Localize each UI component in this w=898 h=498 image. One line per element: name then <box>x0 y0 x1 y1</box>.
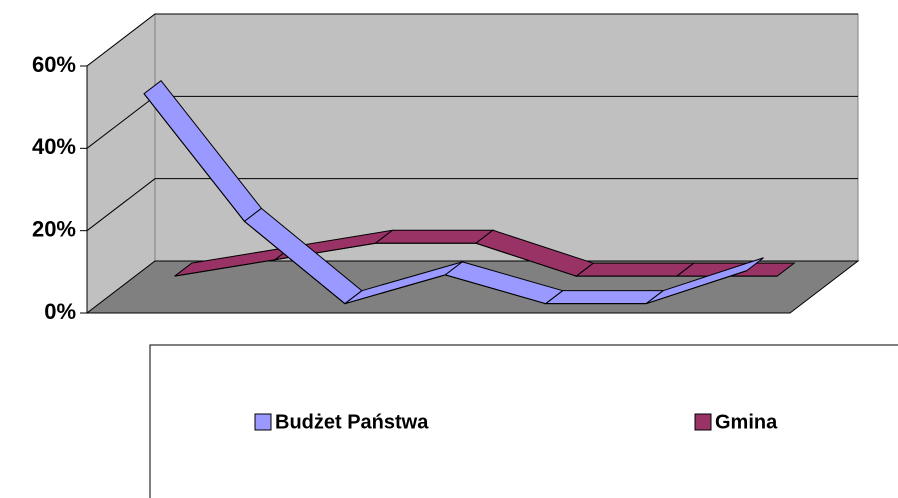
ribbon-segment <box>544 290 665 305</box>
grid-line <box>86 13 858 67</box>
line <box>174 242 778 277</box>
legend-label: Gmina <box>715 411 778 433</box>
side-wall <box>86 12 156 315</box>
y-tick-label: 40% <box>32 134 76 159</box>
y-tick-label: 20% <box>32 216 76 241</box>
y-tick-label: 0% <box>44 299 76 324</box>
legend-swatch <box>254 413 272 431</box>
legend-box <box>149 344 898 498</box>
line <box>143 93 747 305</box>
legend-swatch <box>694 413 712 431</box>
y-tick-label: 60% <box>32 52 76 77</box>
ribbon-segment <box>373 229 495 244</box>
ribbon-segment <box>574 262 696 277</box>
legend-label: Budżet Państwa <box>275 411 429 433</box>
grid-line <box>86 178 858 232</box>
